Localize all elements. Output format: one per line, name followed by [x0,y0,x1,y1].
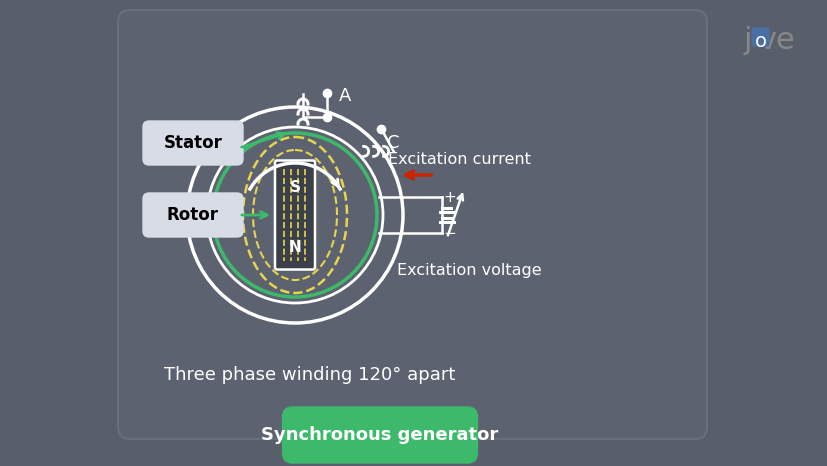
Text: ve: ve [757,26,793,55]
Text: Rotor: Rotor [167,206,218,224]
Text: Stator: Stator [164,134,222,152]
Text: j: j [743,26,752,55]
Text: C: C [386,134,399,152]
Text: Three phase winding 120° apart: Three phase winding 120° apart [164,366,455,384]
Text: N: N [289,240,301,254]
Text: o: o [754,32,766,50]
Text: B: B [184,122,197,140]
Text: Excitation voltage: Excitation voltage [396,263,541,279]
FancyBboxPatch shape [282,407,477,463]
FancyBboxPatch shape [751,28,768,46]
FancyBboxPatch shape [275,160,314,269]
Text: S: S [289,179,300,194]
FancyBboxPatch shape [143,193,242,237]
Text: A: A [338,87,351,105]
Text: +: + [443,190,456,205]
Text: −: − [443,226,456,240]
Text: Synchronous generator: Synchronous generator [261,426,498,444]
FancyBboxPatch shape [118,10,706,439]
FancyBboxPatch shape [143,121,242,165]
Text: Excitation current: Excitation current [387,151,530,166]
